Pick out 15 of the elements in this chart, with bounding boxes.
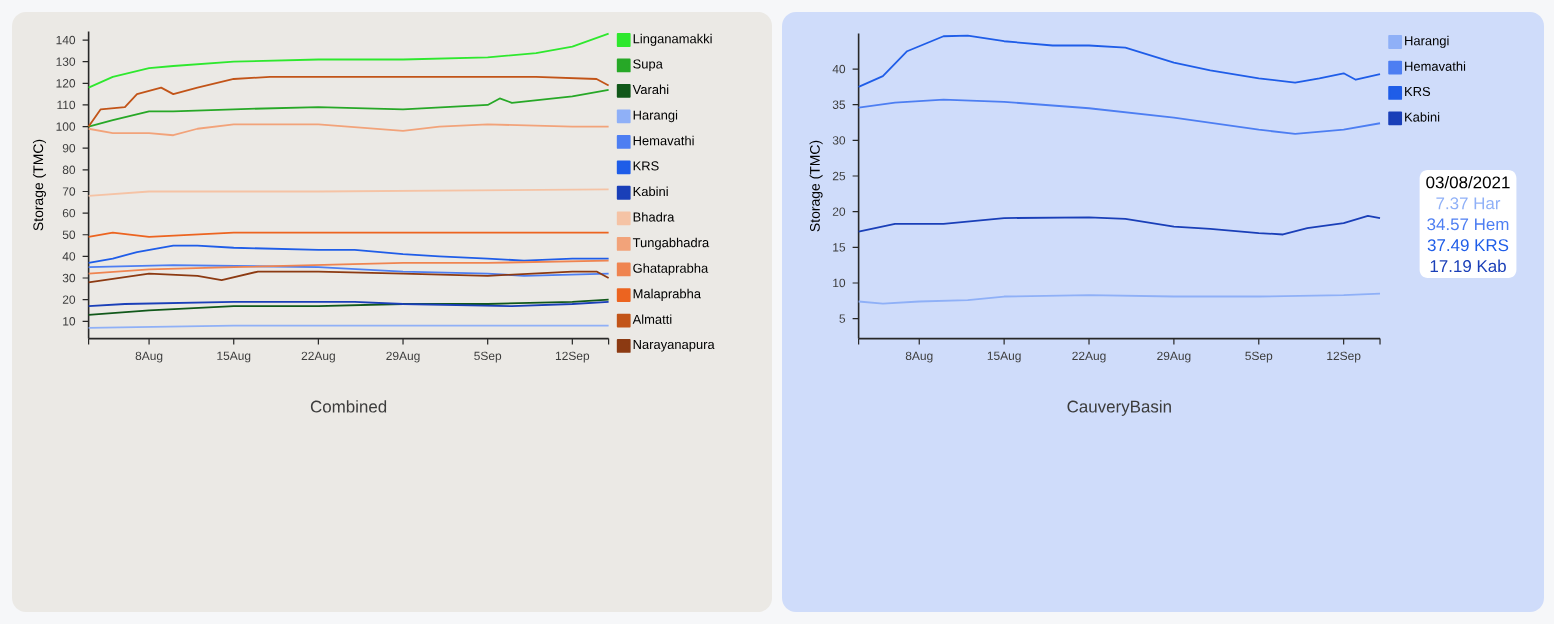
text: 17.19 Kab [1430, 259, 1506, 273]
line-series [87, 88, 610, 128]
line-series [87, 259, 610, 275]
text: 7.37 Har [1436, 197, 1501, 210]
line-series [87, 244, 610, 264]
x-axis-title: CauveryBasin [1067, 400, 1171, 416]
line-series [857, 98, 1381, 135]
x-axis-title: Combined [310, 400, 387, 413]
text: 34.57 Hem [1427, 218, 1509, 231]
text: 37.49 KRS [1427, 239, 1509, 252]
line-series [857, 34, 1381, 88]
text: 03/08/2021 [1426, 175, 1510, 189]
line-series [87, 298, 610, 316]
line-series [87, 32, 610, 89]
line-series [857, 215, 1381, 236]
